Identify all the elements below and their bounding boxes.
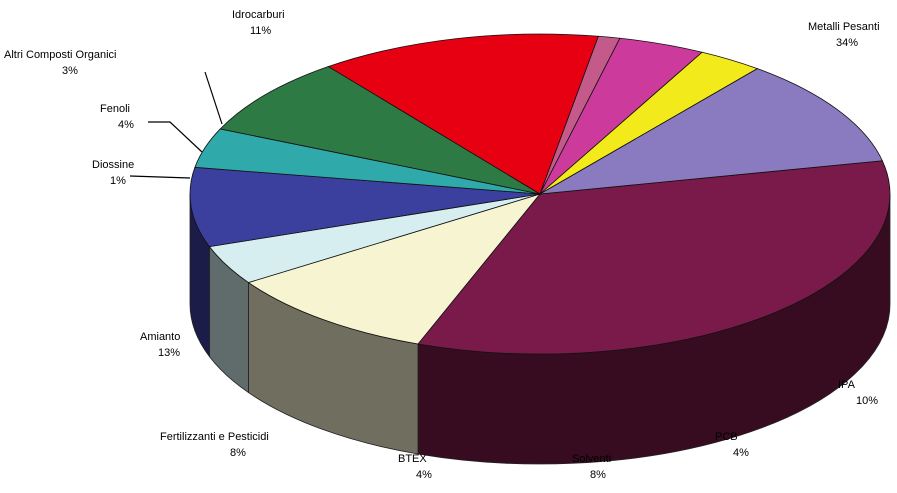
- slice-label-name-altri-composti-organici: Altri Composti Organici: [4, 49, 116, 61]
- slice-label-value-btex: 4%: [416, 469, 432, 481]
- slice-label-value-pcb: 4%: [733, 447, 749, 459]
- pie-slice-metalli-pesanti: [417, 160, 891, 355]
- slice-label-name-solventi: Solventi: [572, 453, 611, 465]
- pie-slice-fertilizzanti-e-pesticidi: [219, 66, 541, 195]
- slice-label-name-ipa: IPA: [838, 379, 856, 391]
- slice-label-name-metalli-pesanti: Metalli Pesanti: [808, 21, 880, 33]
- slice-label-name-btex: BTEX: [398, 453, 427, 465]
- pie-depth-group: [189, 193, 891, 465]
- slice-label-value-metalli-pesanti: 34%: [836, 37, 858, 49]
- slice-label-name-diossine: Diossine: [92, 159, 134, 171]
- slice-label-value-fenoli: 4%: [118, 119, 134, 131]
- slice-label-name-pcb: PCB: [715, 431, 738, 443]
- pie-slice-amianto: [327, 33, 599, 195]
- pie-slice-solventi: [189, 166, 541, 248]
- slice-label-name-idrocarburi: Idrocarburi: [232, 9, 285, 21]
- slice-label-name-amianto: Amianto: [140, 331, 180, 343]
- leader-lines-group: [129, 71, 223, 179]
- leader-line-diossine: [129, 175, 191, 179]
- pie-slice-idrocarburi: [539, 68, 883, 195]
- leader-line-altri-composti-organici: [204, 71, 223, 125]
- leader-line-fenoli: [148, 121, 203, 153]
- pie-slice-ipa: [247, 193, 542, 345]
- slice-label-value-ipa: 10%: [856, 395, 878, 407]
- slice-label-value-idrocarburi: 11%: [250, 25, 271, 37]
- slice-label-name-fenoli: Fenoli: [100, 103, 130, 115]
- slice-label-value-altri-composti-organici: 3%: [62, 65, 78, 77]
- slice-label-value-solventi: 8%: [590, 469, 606, 481]
- slice-label-value-fertilizzanti-e-pesticidi: 8%: [230, 447, 246, 459]
- pie-top-group: [189, 33, 891, 355]
- slice-label-value-amianto: 13%: [158, 347, 180, 359]
- slice-label-value-diossine: 1%: [110, 175, 126, 187]
- slice-label-name-fertilizzanti-e-pesticidi: Fertilizzanti e Pesticidi: [160, 431, 269, 443]
